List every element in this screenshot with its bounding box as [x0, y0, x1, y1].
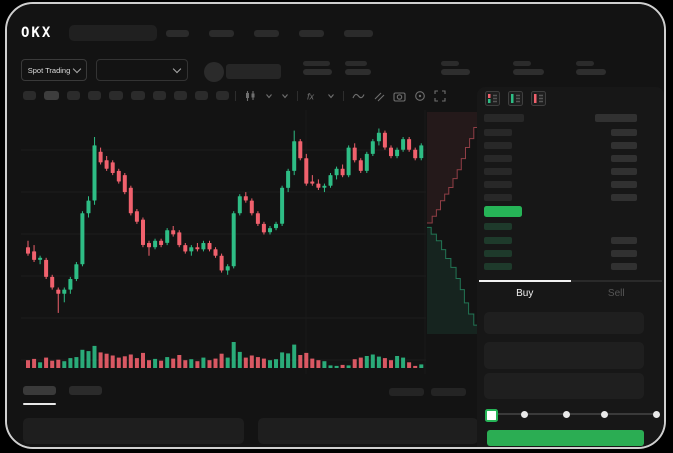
ticker-stat: [345, 61, 371, 75]
market-type-dropdown[interactable]: Spot Trading: [21, 59, 87, 81]
ask-row[interactable]: [484, 129, 637, 137]
buy-submit-button[interactable]: [487, 430, 644, 446]
candlestick-chart[interactable]: [21, 110, 426, 374]
nav-item-placeholder[interactable]: [254, 29, 279, 37]
order-input-field[interactable]: [484, 312, 644, 334]
timeframe-button[interactable]: [195, 91, 208, 100]
book-bids-only-icon[interactable]: [508, 91, 523, 106]
orders-panel-placeholder: [23, 418, 244, 444]
okx-logo[interactable]: OKX: [21, 25, 53, 41]
toolbar-separator: [235, 91, 236, 101]
bottom-tab[interactable]: [69, 386, 102, 395]
timeframe-button[interactable]: [153, 91, 166, 100]
price-volume-svg: [21, 110, 426, 374]
svg-text:fx: fx: [307, 92, 315, 102]
okx-trading-app: OKX Spot Trading fx: [7, 4, 664, 447]
camera-snapshot-icon[interactable]: [393, 90, 406, 102]
nav-item-placeholder[interactable]: [344, 29, 373, 37]
timeframe-button[interactable]: [174, 91, 187, 100]
slider-track: [490, 413, 656, 415]
history-panel-placeholder: [258, 418, 478, 444]
ticker-stat: [303, 61, 332, 75]
ask-row[interactable]: [484, 194, 637, 202]
active-tab-underline: [23, 403, 56, 405]
book-asks-only-icon[interactable]: [531, 91, 546, 106]
timeframe-button[interactable]: [131, 91, 145, 100]
slider-stop[interactable]: [600, 410, 608, 418]
depth-chart-strip: [427, 112, 480, 334]
nav-item-placeholder[interactable]: [166, 29, 189, 37]
bid-row[interactable]: [484, 250, 637, 258]
order-book: [484, 114, 637, 280]
ticker-stat: [576, 61, 606, 75]
chevron-down-icon[interactable]: [327, 92, 335, 100]
ticker-stat: [441, 61, 470, 75]
ask-row[interactable]: [484, 155, 637, 163]
chevron-down-icon: [73, 64, 82, 73]
ticker-stat: [513, 61, 544, 75]
tab-buy[interactable]: Buy: [479, 280, 571, 304]
toolbar-separator: [343, 91, 344, 101]
slider-stop[interactable]: [652, 410, 660, 418]
chevron-down-icon: [172, 64, 182, 73]
timeframe-button[interactable]: [216, 91, 229, 100]
timeframe-button[interactable]: [109, 91, 123, 100]
depth-svg: [427, 112, 480, 334]
chevron-down-icon[interactable]: [281, 92, 289, 100]
bid-row[interactable]: [484, 237, 637, 245]
amount-slider[interactable]: [484, 404, 662, 424]
bid-row[interactable]: [484, 223, 637, 231]
chart-type-candles-icon[interactable]: [244, 90, 257, 102]
market-type-label: Spot Trading: [27, 65, 71, 75]
toolbar-separator: [297, 91, 298, 101]
order-input-field[interactable]: [484, 373, 644, 399]
timeframe-button[interactable]: [88, 91, 101, 100]
trade-side-tabs: Buy Sell: [479, 280, 662, 304]
order-book-header: [484, 114, 637, 122]
tab-sell[interactable]: Sell: [570, 280, 662, 304]
order-book-view-toggles: [485, 91, 546, 106]
draw-tools-icon[interactable]: [373, 90, 385, 102]
bottom-right-control[interactable]: [389, 388, 424, 396]
ticker-stats: [303, 61, 606, 75]
nav-item-placeholder[interactable]: [209, 29, 234, 37]
slider-stop[interactable]: [520, 410, 528, 418]
indicators-fx-icon[interactable]: fx: [306, 90, 319, 102]
timeframe-bar: [23, 91, 229, 100]
bid-row[interactable]: [484, 263, 637, 271]
top-nav: [166, 29, 373, 37]
chart-tools: fx: [235, 90, 446, 102]
slider-stop[interactable]: [562, 410, 570, 418]
device-frame: OKX Spot Trading fx: [5, 2, 666, 449]
bottom-right-control[interactable]: [431, 388, 466, 396]
ask-row[interactable]: [484, 168, 637, 176]
fullscreen-icon[interactable]: [434, 90, 446, 102]
pair-name-placeholder: [226, 64, 281, 79]
search-input[interactable]: [69, 25, 157, 41]
bottom-tab-active[interactable]: [23, 386, 56, 395]
slider-handle[interactable]: [485, 409, 498, 422]
coin-icon: [204, 62, 224, 82]
chevron-down-icon[interactable]: [265, 92, 273, 100]
ask-row[interactable]: [484, 142, 637, 150]
timeframe-button[interactable]: [67, 91, 80, 100]
pair-selector-dropdown[interactable]: [96, 59, 188, 81]
wave-line-icon[interactable]: [352, 90, 365, 102]
crosshair-target-icon[interactable]: [414, 90, 426, 102]
last-price-indicator: [484, 206, 637, 218]
timeframe-button[interactable]: [44, 91, 59, 100]
ask-row[interactable]: [484, 181, 637, 189]
nav-item-placeholder[interactable]: [299, 29, 324, 37]
book-asks-bids-icon[interactable]: [485, 91, 500, 106]
timeframe-button[interactable]: [23, 91, 36, 100]
order-input-field[interactable]: [484, 342, 644, 369]
